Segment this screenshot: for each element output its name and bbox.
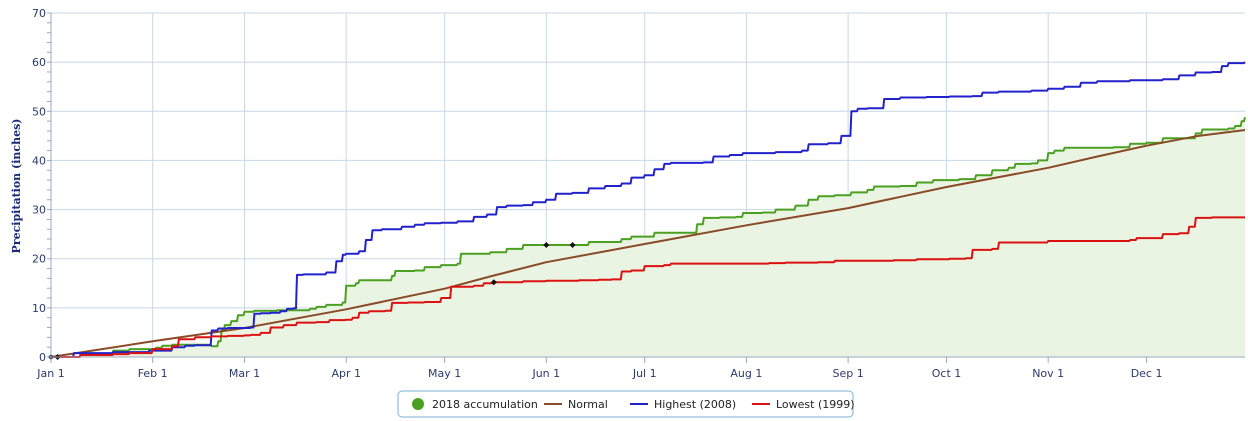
legend-entry: Lowest (1999) <box>776 398 855 411</box>
legend-box <box>397 390 854 418</box>
x-tick-label: Nov 1 <box>1032 367 1064 380</box>
x-tick-label: May 1 <box>428 367 461 380</box>
x-tick-label: Aug 1 <box>730 367 762 380</box>
axes: 0 10 20 30 40 50 60 70 Jan 1 Feb 1 Mar 1 Apr 1 May 1… <box>32 7 1245 380</box>
y-tick-label: 20 <box>32 253 46 266</box>
x-tick-label: Jun 1 <box>531 367 560 380</box>
x-tick-label: Oct 1 <box>932 367 962 380</box>
y-tick-label: 0 <box>39 351 46 364</box>
y-axis-title: Precipitation (inches) <box>10 119 23 254</box>
x-tick-label: Apr 1 <box>331 367 361 380</box>
series-line <box>51 116 1246 358</box>
y-tick-label: 70 <box>32 7 46 20</box>
data-marker <box>543 241 550 248</box>
y-tick-label: 40 <box>32 154 46 167</box>
y-tick-label: 30 <box>32 204 46 217</box>
legend: 2018 accumulation Normal Highest (2008) Low… <box>397 390 855 418</box>
legend-entry: Normal <box>568 398 608 411</box>
y-tick-label: 50 <box>32 105 46 118</box>
x-tick-label: Feb 1 <box>138 367 168 380</box>
x-tick-label: Mar 1 <box>229 367 260 380</box>
series-lines <box>50 61 1246 358</box>
x-tick-label: Sep 1 <box>832 367 863 380</box>
data-marker <box>569 241 576 248</box>
x-tick-label: Jan 1 <box>36 367 64 380</box>
legend-entry: 2018 accumulation <box>432 398 538 411</box>
legend-swatch <box>412 398 424 410</box>
series-line <box>51 61 1246 358</box>
series-line <box>51 216 1245 358</box>
x-tick-label: Jul 1 <box>632 367 657 380</box>
y-tick-label: 10 <box>32 302 46 315</box>
y-tick-label: 60 <box>32 56 46 69</box>
x-tick-label: Dec 1 <box>1131 367 1163 380</box>
series-line <box>50 129 1246 358</box>
legend-entry: Highest (2008) <box>654 398 736 411</box>
data-marker <box>490 279 497 286</box>
